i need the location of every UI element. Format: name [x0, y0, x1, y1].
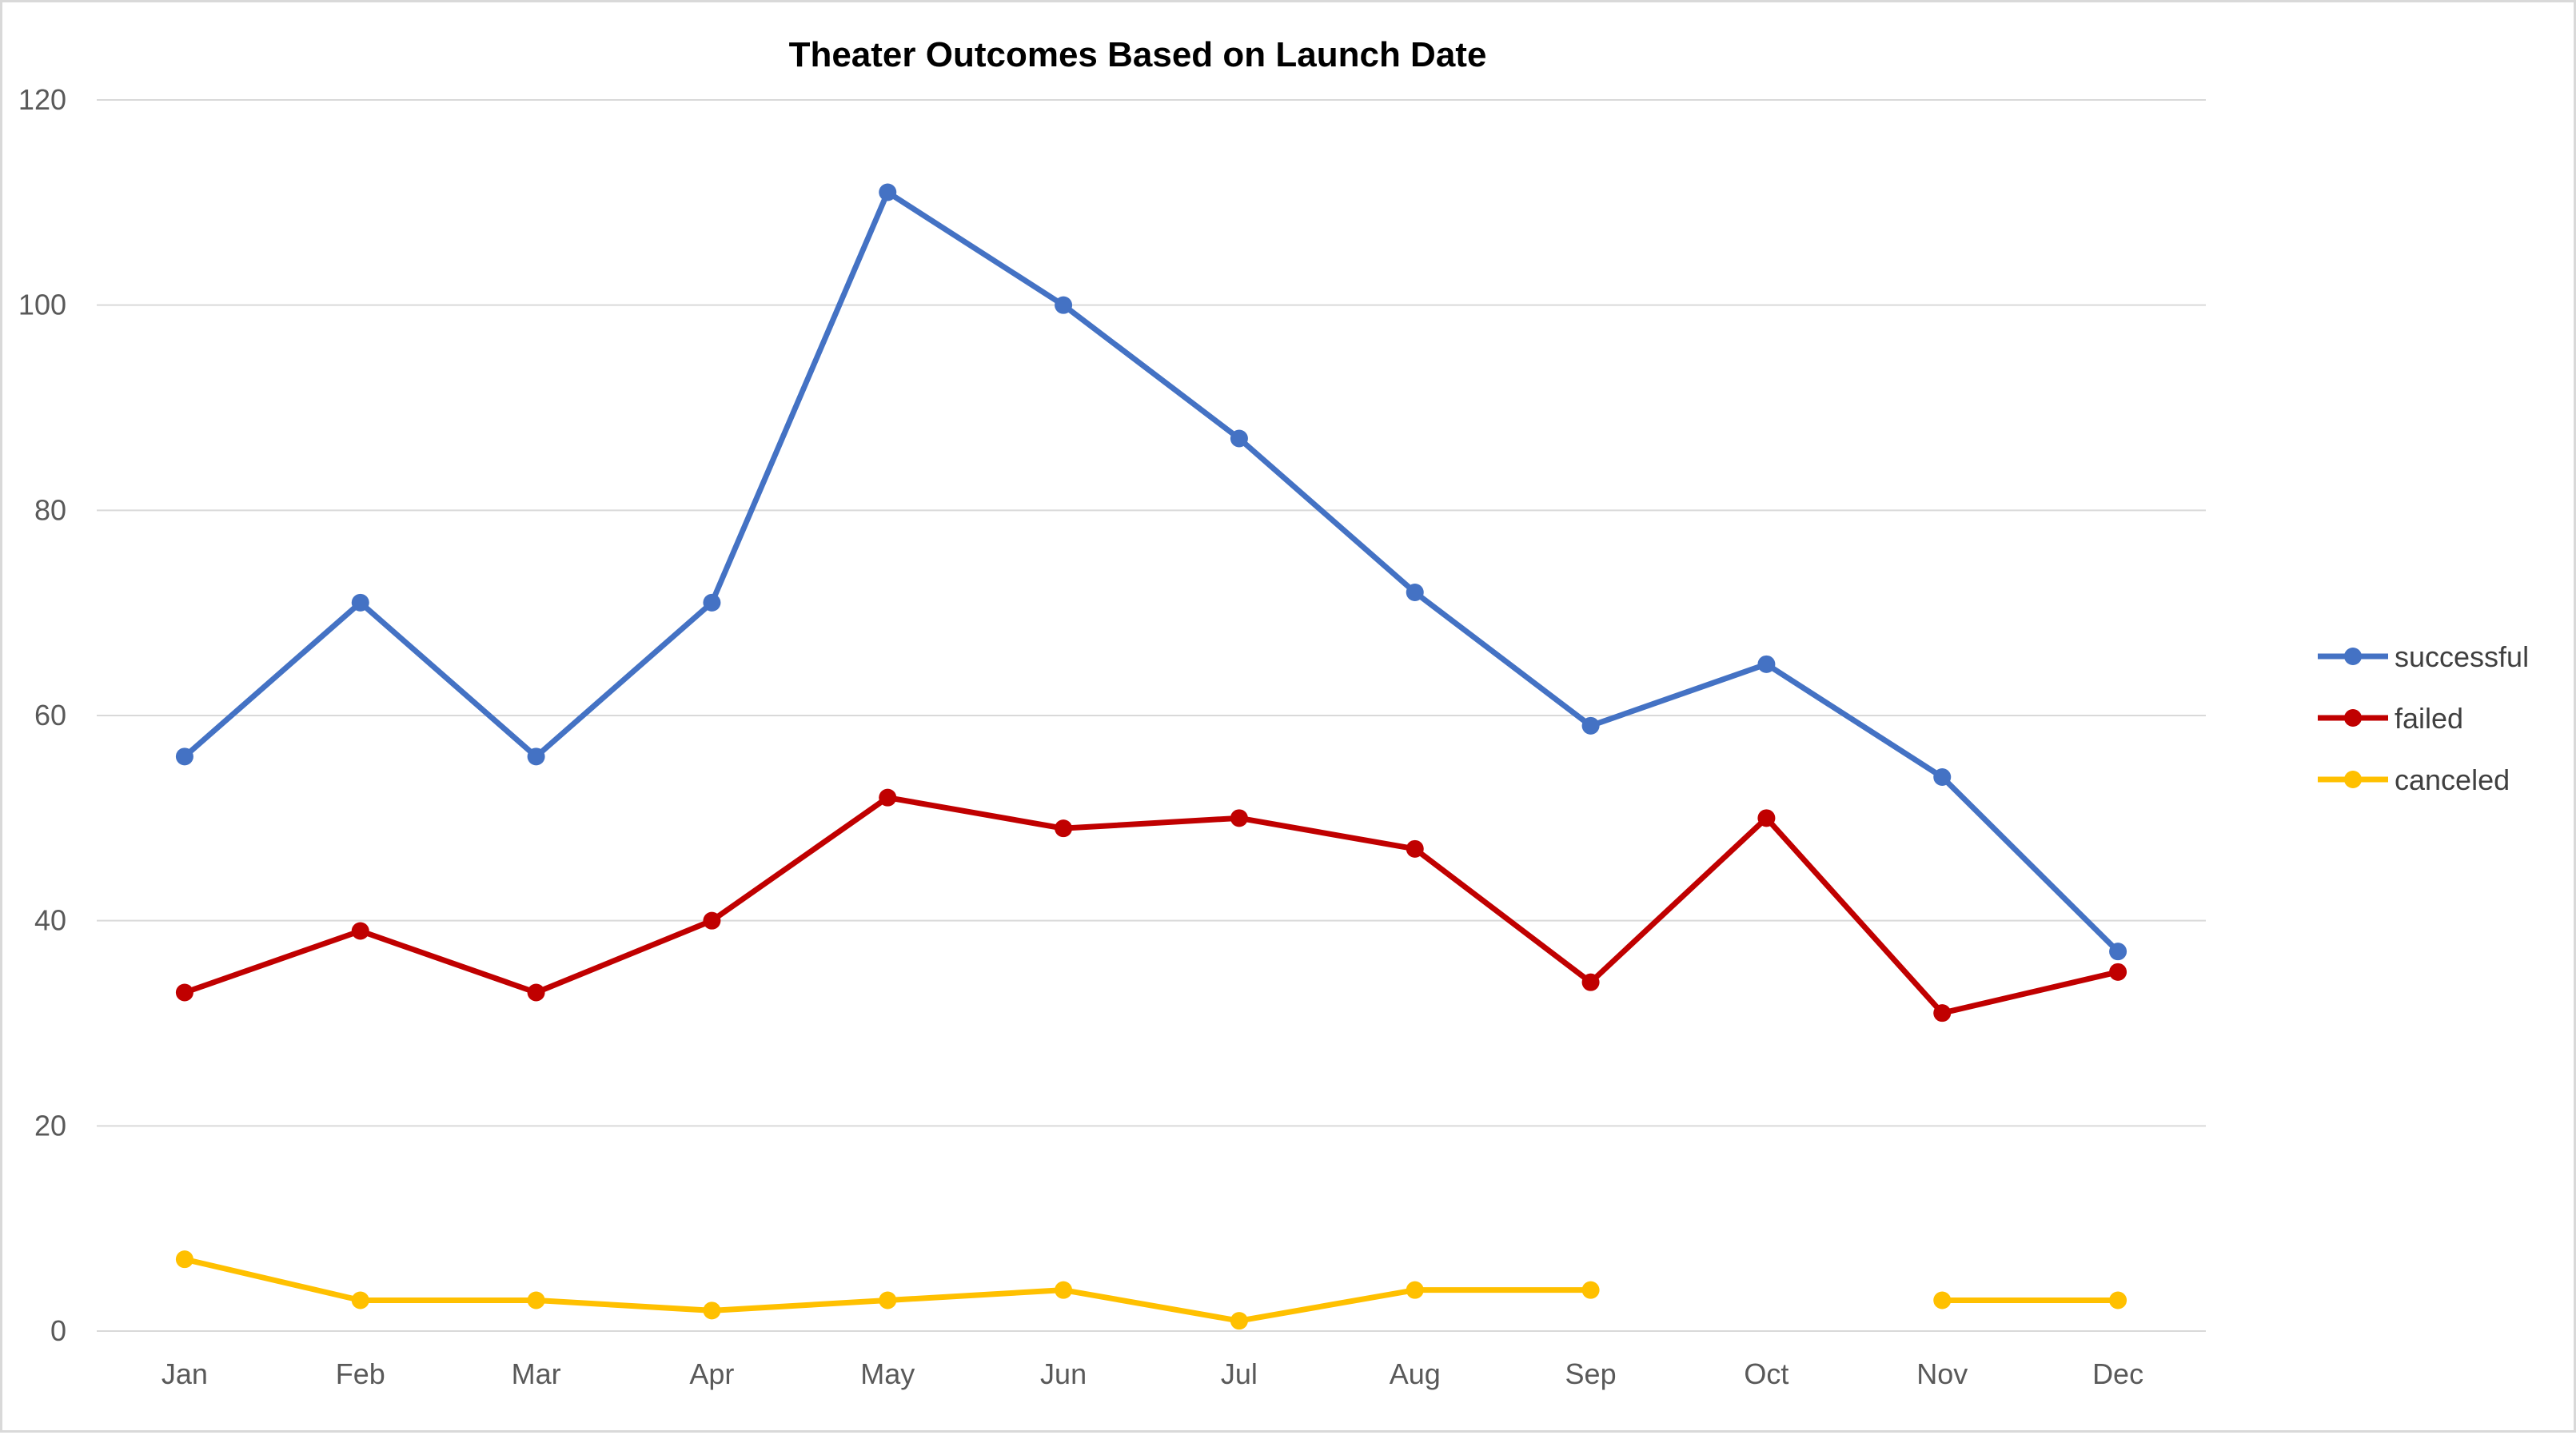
series-line-failed: [181, 795, 2121, 1016]
data-point-canceled: [175, 1250, 193, 1269]
gridlines: [97, 99, 2206, 1332]
data-point-canceled: [351, 1291, 369, 1309]
x-tick-label: Jan: [161, 1357, 208, 1390]
legend-marker-successful: [2344, 648, 2362, 665]
series-failed: [175, 788, 2127, 1022]
data-point-failed: [703, 911, 721, 930]
data-point-successful: [1757, 655, 1776, 673]
data-point-failed: [1230, 809, 1248, 827]
data-point-canceled: [1230, 1312, 1248, 1330]
x-tick-label: May: [860, 1357, 915, 1390]
x-tick-label: Apr: [689, 1357, 734, 1390]
legend-item-successful: successful: [2318, 640, 2529, 673]
y-axis-tick-labels: 0 20 40 60 80 100 120: [18, 83, 66, 1347]
y-tick-label: 40: [34, 904, 66, 937]
data-point-successful: [351, 593, 369, 612]
x-tick-label: Aug: [1390, 1357, 1441, 1390]
data-point-failed: [1933, 1004, 1952, 1022]
legend-label-canceled: canceled: [2395, 763, 2510, 796]
data-point-failed: [351, 922, 369, 940]
legend-label-failed: failed: [2395, 702, 2463, 735]
data-point-failed: [879, 788, 897, 807]
series-successful: [175, 183, 2127, 961]
data-point-canceled: [1933, 1291, 1952, 1309]
data-point-canceled: [1055, 1281, 1073, 1299]
series-lines: [175, 183, 2127, 1330]
legend-item-failed: failed: [2318, 702, 2463, 735]
x-tick-label: Jul: [1221, 1357, 1258, 1390]
data-point-successful: [703, 593, 721, 612]
data-point-successful: [175, 747, 193, 766]
data-point-failed: [1055, 819, 1073, 838]
data-point-successful: [2109, 943, 2127, 961]
data-point-canceled: [2109, 1291, 2127, 1309]
legend-marker-failed: [2344, 709, 2362, 727]
legend-item-canceled: canceled: [2318, 763, 2510, 796]
data-point-successful: [879, 183, 897, 201]
data-point-successful: [1055, 296, 1073, 314]
data-point-successful: [527, 747, 545, 766]
data-point-failed: [527, 983, 545, 1002]
y-tick-label: 80: [34, 493, 66, 526]
x-tick-label: Nov: [1916, 1357, 1968, 1390]
x-tick-label: Sep: [1565, 1357, 1617, 1390]
data-point-failed: [1757, 809, 1776, 827]
y-tick-label: 100: [18, 289, 66, 321]
data-point-canceled: [879, 1291, 897, 1309]
data-point-successful: [1406, 584, 1424, 601]
legend: successful failed canceled: [2318, 640, 2529, 796]
y-tick-label: 0: [50, 1314, 66, 1347]
data-point-successful: [1933, 768, 1952, 786]
y-tick-label: 20: [34, 1109, 66, 1142]
x-axis-tick-labels: Jan Feb Mar Apr May Jun Jul Aug Sep Oct Nov Dec: [161, 1357, 2143, 1390]
data-point-failed: [175, 983, 193, 1002]
series-line-canceled: [181, 1256, 1594, 1324]
data-point-canceled: [703, 1301, 721, 1320]
data-point-successful: [1581, 716, 1600, 735]
data-point-canceled: [1406, 1281, 1424, 1299]
x-tick-label: Mar: [512, 1357, 561, 1390]
x-tick-label: Jun: [1040, 1357, 1087, 1390]
series-canceled: [175, 1250, 2127, 1330]
y-tick-label: 60: [34, 699, 66, 731]
data-point-canceled: [527, 1291, 545, 1309]
x-tick-label: Oct: [1744, 1357, 1788, 1390]
data-point-successful: [1230, 429, 1248, 448]
x-tick-label: Feb: [336, 1357, 385, 1390]
data-point-failed: [1581, 973, 1600, 991]
legend-marker-canceled: [2344, 771, 2362, 788]
data-point-failed: [2109, 963, 2127, 981]
chart-title: Theater Outcomes Based on Launch Date: [789, 35, 1487, 74]
data-point-failed: [1406, 839, 1424, 858]
x-tick-label: Dec: [2092, 1357, 2143, 1390]
y-tick-label: 120: [18, 83, 66, 116]
legend-label-successful: successful: [2395, 640, 2529, 673]
series-line-successful: [181, 189, 2121, 955]
data-point-canceled: [1581, 1281, 1600, 1299]
